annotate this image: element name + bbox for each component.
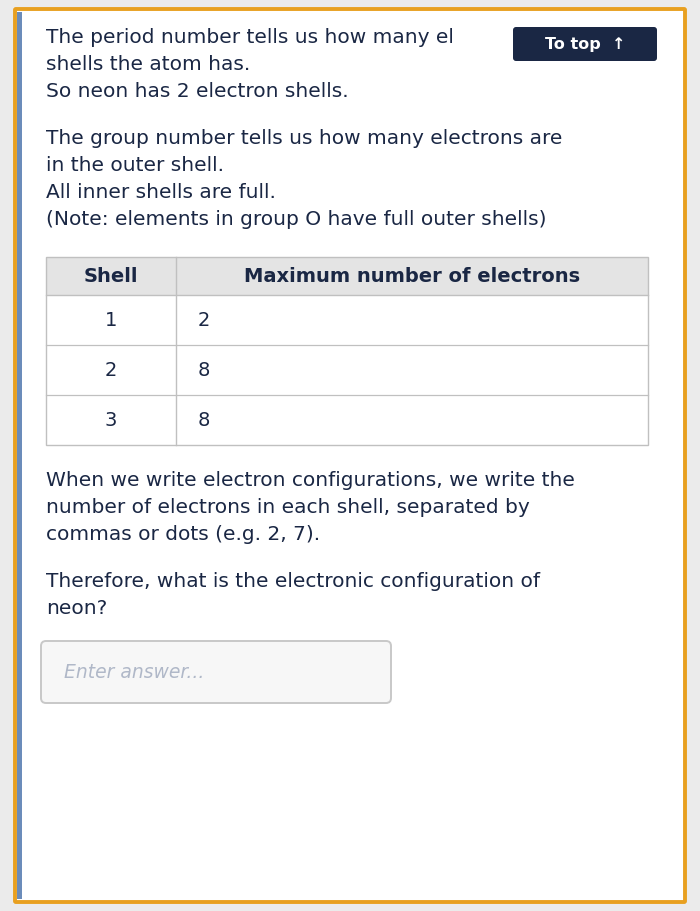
Text: 1: 1 — [105, 311, 117, 330]
Text: 3: 3 — [105, 411, 117, 429]
Text: Therefore, what is the electronic configuration of: Therefore, what is the electronic config… — [46, 572, 540, 591]
Text: All inner shells are full.: All inner shells are full. — [46, 183, 276, 202]
Text: When we write electron configurations, we write the: When we write electron configurations, w… — [46, 471, 575, 490]
Text: 8: 8 — [198, 411, 211, 429]
Bar — [46, 257, 648, 295]
Text: The period number tells us how many el: The period number tells us how many el — [46, 28, 454, 47]
Text: 2: 2 — [198, 311, 211, 330]
Text: 2: 2 — [105, 361, 117, 380]
Bar — [17, 12, 22, 899]
Text: The group number tells us how many electrons are: The group number tells us how many elect… — [46, 129, 562, 148]
Text: Enter answer...: Enter answer... — [64, 662, 204, 681]
Bar — [46, 257, 648, 445]
FancyBboxPatch shape — [15, 9, 685, 902]
Text: shells the atom has.: shells the atom has. — [46, 55, 251, 74]
Text: Maximum number of electrons: Maximum number of electrons — [244, 267, 580, 285]
FancyBboxPatch shape — [513, 27, 657, 61]
Text: 8: 8 — [198, 361, 211, 380]
Text: So neon has 2 electron shells.: So neon has 2 electron shells. — [46, 82, 349, 101]
Text: neon?: neon? — [46, 599, 107, 618]
Text: number of electrons in each shell, separated by: number of electrons in each shell, separ… — [46, 498, 530, 517]
Text: in the outer shell.: in the outer shell. — [46, 156, 224, 175]
Text: (Note: elements in group O have full outer shells): (Note: elements in group O have full out… — [46, 210, 547, 229]
Text: commas or dots (e.g. 2, 7).: commas or dots (e.g. 2, 7). — [46, 525, 320, 544]
Text: To top  ↑: To top ↑ — [545, 36, 625, 52]
FancyBboxPatch shape — [41, 641, 391, 703]
Text: Shell: Shell — [84, 267, 139, 285]
